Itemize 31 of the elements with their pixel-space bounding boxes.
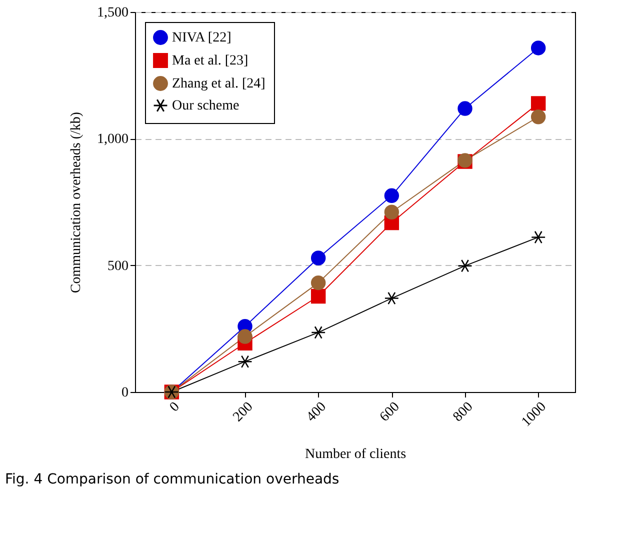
point	[310, 275, 326, 290]
legend-label: Ma et al. [23]	[172, 54, 248, 68]
x-axis-title: Number of clients	[304, 447, 406, 462]
point	[238, 355, 252, 368]
x-tick-label: 400	[304, 400, 330, 425]
point	[238, 329, 252, 344]
y-tick-label: 1,500	[97, 6, 128, 20]
legend-label: NIVA [22]	[172, 30, 232, 46]
point	[530, 110, 546, 124]
point	[530, 230, 546, 244]
point	[530, 40, 546, 56]
y-tick-label: 1,000	[97, 132, 128, 148]
x-tick-label: 600	[377, 400, 403, 425]
point	[384, 188, 400, 204]
x-tick-label: 800	[450, 400, 476, 425]
x-tick-label: 0	[167, 400, 183, 416]
point	[310, 250, 326, 266]
y-axis-title: Communication overheads (/kb)	[69, 112, 84, 294]
point	[384, 204, 400, 220]
point	[458, 259, 472, 272]
y-tick-label: 500	[108, 258, 128, 274]
point	[310, 326, 326, 339]
point	[310, 288, 326, 304]
point	[384, 292, 400, 305]
point	[530, 96, 546, 111]
point	[458, 101, 472, 116]
legend-label: Our scheme	[172, 98, 240, 114]
x-tick-label: 200	[230, 400, 256, 425]
y-tick-label: 0	[122, 386, 128, 400]
legend-label: Zhang et al. [24]	[172, 76, 266, 92]
caption: Fig. 4 Comparison of communication overheads	[5, 472, 340, 488]
